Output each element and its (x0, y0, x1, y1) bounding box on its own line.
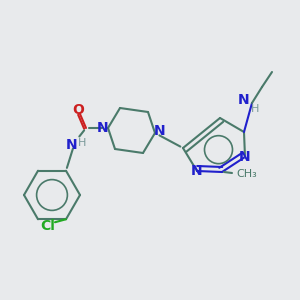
Text: N: N (66, 138, 78, 152)
Text: N: N (239, 150, 251, 164)
Text: N: N (154, 124, 166, 138)
Text: H: H (251, 104, 259, 114)
Text: N: N (238, 93, 250, 107)
Text: N: N (97, 121, 109, 135)
Text: CH₃: CH₃ (236, 169, 257, 179)
Text: O: O (72, 103, 84, 117)
Text: Cl: Cl (40, 219, 56, 233)
Text: N: N (191, 164, 203, 178)
Text: H: H (78, 138, 86, 148)
